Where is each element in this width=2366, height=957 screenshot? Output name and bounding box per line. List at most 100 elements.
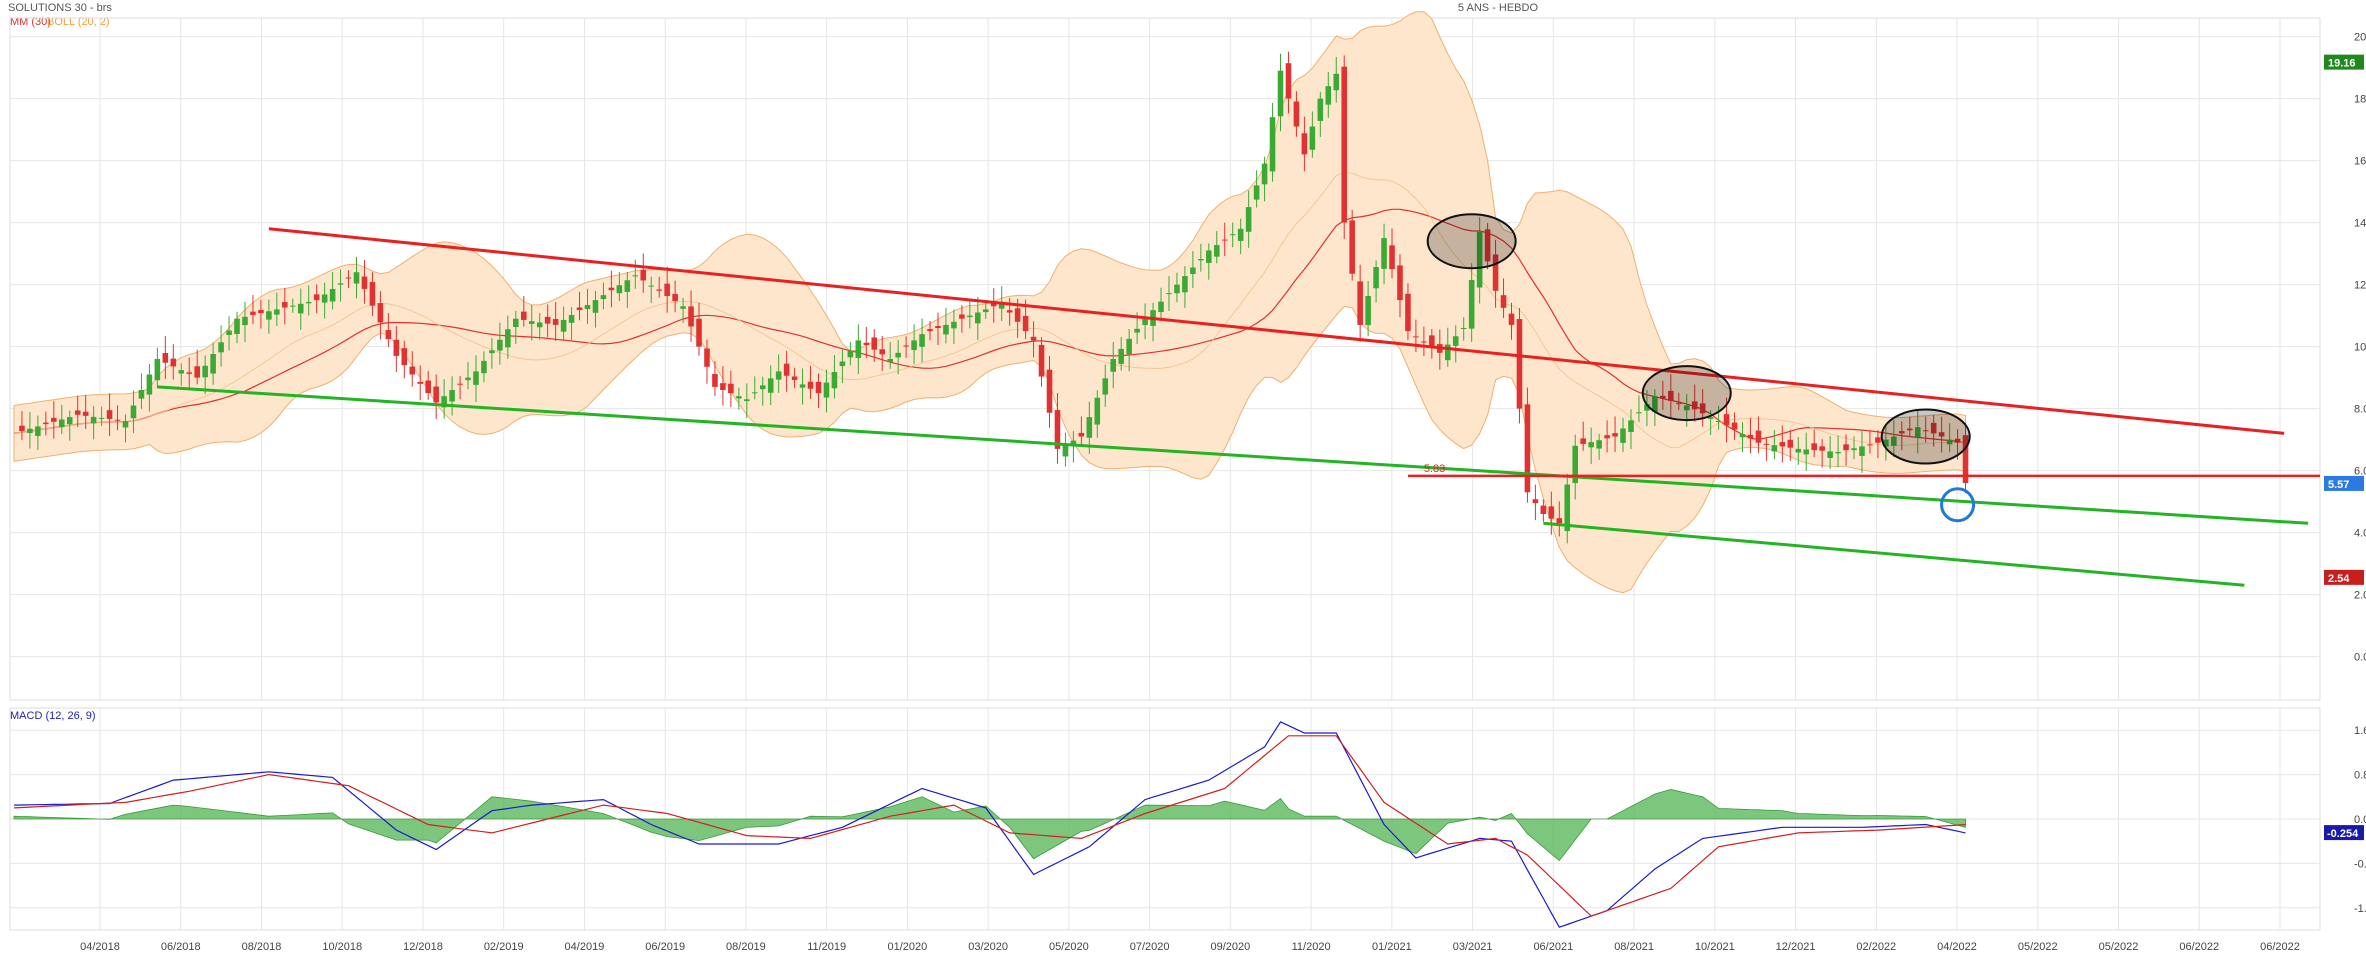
candle-body (1500, 295, 1507, 308)
candle-body (1779, 442, 1786, 447)
candle-body (1309, 126, 1316, 150)
candle-body (1206, 250, 1212, 263)
x-tick-label: 08/2019 (726, 941, 766, 953)
candle-body (927, 329, 933, 332)
candle-body (1357, 281, 1363, 325)
candle-body (1891, 436, 1897, 446)
candle-body (258, 309, 264, 314)
x-tick-label: 04/2018 (80, 941, 120, 953)
y-tick-label: 14.00 (2354, 218, 2366, 230)
macd-y-tick-label: 0.800 (2354, 770, 2366, 782)
price-badge-low-bg (2324, 569, 2364, 585)
candle-body (1851, 448, 1857, 451)
candle-body (1253, 185, 1260, 200)
candle-body (1405, 293, 1411, 332)
candle-body (385, 329, 392, 340)
candle-body (1006, 310, 1013, 313)
candle-body (592, 300, 599, 313)
candle-body (1811, 443, 1817, 451)
candle-body (1548, 506, 1555, 519)
candle-body (146, 374, 153, 395)
x-tick-label: 06/2021 (1533, 941, 1573, 953)
candle-body (51, 417, 57, 422)
candle-body (457, 383, 463, 385)
candle-body (1397, 265, 1403, 301)
candle-body (1747, 434, 1754, 439)
candle-body (409, 366, 416, 375)
candle-body (305, 301, 312, 304)
candle-body (1946, 439, 1953, 445)
candle-body (847, 350, 854, 358)
candle-body (321, 294, 328, 303)
candle-body (959, 314, 965, 319)
candle-body (1516, 319, 1523, 409)
candle-body (990, 301, 997, 307)
candle-body (313, 294, 320, 301)
candle-body (1580, 438, 1586, 444)
candle-body (1030, 336, 1037, 341)
candle-body (839, 361, 846, 367)
x-tick-label: 05/2022 (2018, 941, 2058, 953)
candle-body (1452, 336, 1459, 346)
candle-body (775, 371, 782, 380)
y-tick-label: 0.00 (2354, 652, 2366, 664)
candle-body (1492, 254, 1499, 291)
candle-body (106, 410, 113, 419)
candle-body (1572, 445, 1579, 484)
candle-body (1134, 328, 1140, 333)
x-tick-label: 11/2020 (1292, 941, 1331, 953)
candle-body (704, 348, 710, 367)
candle-body (1596, 440, 1602, 449)
candle-body (1325, 86, 1332, 105)
candle-body (1835, 452, 1841, 454)
candle-body (1468, 279, 1475, 329)
candle-body (712, 373, 718, 387)
candle-body (1102, 378, 1109, 395)
candle-body (664, 283, 670, 296)
candle-body (1014, 308, 1021, 322)
highlight-ellipse (1426, 213, 1517, 270)
candle-body (194, 366, 200, 378)
candle-body (1620, 428, 1626, 443)
candle-body (879, 349, 886, 355)
candle-body (1660, 395, 1666, 399)
x-tick-label: 09/2020 (1210, 941, 1250, 953)
candle-body (1755, 430, 1762, 443)
candle-body (1707, 417, 1714, 419)
candle-body (783, 363, 790, 376)
candle-body (1221, 239, 1228, 241)
candle-body (1914, 427, 1921, 437)
candle-body (297, 303, 304, 314)
x-tick-label: 02/2022 (1856, 941, 1896, 953)
ma30-line (13, 208, 1966, 444)
candle-body (1110, 359, 1117, 372)
candle-body (162, 353, 169, 363)
price-badge-last-bg (2324, 475, 2364, 491)
candle-body (1341, 66, 1348, 223)
highlight-ellipse (1880, 408, 1971, 465)
candle-body (1556, 518, 1563, 524)
candle-body (82, 411, 89, 416)
candle-body (513, 318, 519, 328)
candle-body (1699, 403, 1706, 414)
x-tick-label: 01/2020 (888, 941, 928, 953)
y-tick-label: 4.00 (2354, 528, 2366, 540)
candle-body (1763, 443, 1770, 445)
y-tick-label: 16.00 (2354, 156, 2366, 168)
candle-body (1381, 238, 1387, 269)
candle-body (1875, 437, 1881, 443)
candle-body (887, 359, 893, 363)
candle-body (425, 380, 431, 394)
instrument-title: SOLUTIONS 30 - brs (8, 2, 112, 14)
candle-body (560, 319, 567, 332)
candle-body (1899, 431, 1905, 434)
candle-body (1317, 98, 1324, 121)
candle-body (744, 399, 750, 402)
candle-body (616, 285, 623, 294)
candle-body (66, 417, 73, 425)
candle-body (1062, 444, 1069, 457)
candle-body (1588, 442, 1594, 448)
support-trendline-upper (157, 385, 2309, 525)
candle-body (911, 340, 917, 351)
candle-body (1827, 451, 1833, 458)
